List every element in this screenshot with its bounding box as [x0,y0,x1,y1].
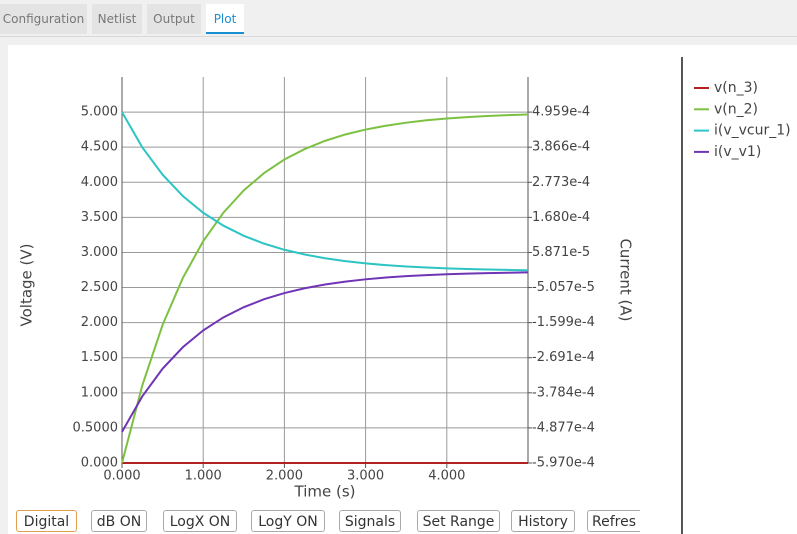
y2-tick-label: 3.866e-4 [532,140,590,155]
y-tick-label: 4.500 [81,140,118,155]
y2-tick-label: -5.970e-4 [532,456,595,471]
y-tick-label: 2.000 [81,315,118,330]
plot-panel [8,45,797,534]
series-line [121,111,529,272]
y2-tick-label: -1.599e-4 [532,315,595,330]
legend-label: v(n_2) [714,101,758,117]
y-tick-label: 2.500 [81,280,118,295]
y-tick-label: 0.5000 [73,420,119,435]
y-tick-label: 1.000 [81,385,118,400]
legend-label: i(v_v1) [714,144,761,160]
y2-tick-label: -3.784e-4 [532,385,595,400]
tab[interactable]: Netlist [92,4,142,34]
button[interactable]: History [511,510,575,532]
tab[interactable]: Output [147,4,201,34]
y2-tick-label: 5.871e-5 [532,245,590,260]
button[interactable]: Signals [339,510,401,532]
y-tick-label: 3.500 [81,210,118,225]
y-axis-title: Voltage (V) [18,244,36,327]
tab[interactable]: Plot [206,4,244,34]
y2-tick-label: -5.057e-5 [532,280,595,295]
x-tick-label: 0.000 [103,469,140,484]
x-tick-label: 3.000 [347,469,384,484]
x-tick-label: 4.000 [428,469,465,484]
x-tick-label: 1.000 [185,469,222,484]
button[interactable]: LogY ON [251,510,325,532]
y2-axis-title: Current (A) [617,238,635,321]
tab-bar: Configuration Netlist Output Plot [0,0,797,37]
y2-tick-label: 4.959e-4 [532,105,590,120]
button[interactable]: Set Range [417,510,500,532]
button[interactable]: LogX ON [163,510,237,532]
y2-tick-label: 2.773e-4 [532,175,590,190]
y-tick-label: 5.000 [81,105,118,120]
tab[interactable]: Configuration [0,4,87,34]
button[interactable]: Refres [587,510,640,532]
series-line [121,113,529,464]
legend-label: v(n_3) [714,80,758,96]
y-tick-label: 3.000 [81,245,118,260]
button[interactable]: dB ON [91,510,147,532]
y2-tick-label: -4.877e-4 [532,420,595,435]
series-line [121,271,529,433]
x-tick-label: 2.000 [266,469,303,484]
y-tick-label: 0.000 [81,456,118,471]
button[interactable]: Digital [16,510,77,532]
legend-label: i(v_vcur_1) [714,123,791,139]
x-axis-title: Time (s) [294,483,356,501]
y-tick-label: 4.000 [81,175,118,190]
y-tick-label: 1.500 [81,350,118,365]
y2-tick-label: -2.691e-4 [532,350,595,365]
y2-tick-label: 1.680e-4 [532,210,590,225]
